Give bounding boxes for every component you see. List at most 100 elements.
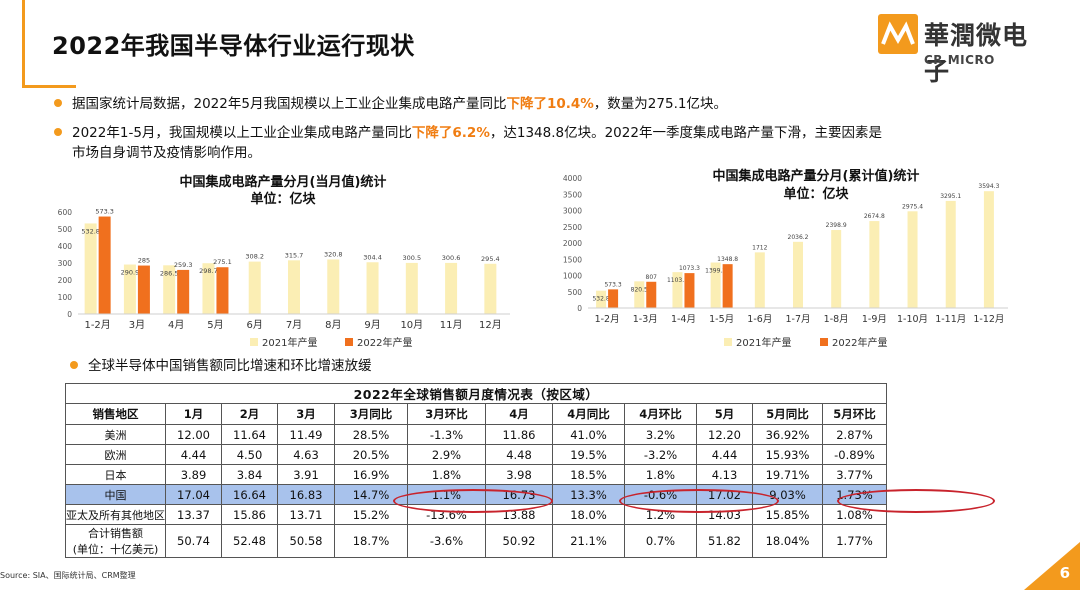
header-cell: 4月同比 <box>552 403 625 425</box>
table-cell: 20.5% <box>334 444 408 465</box>
data-label: 300.5 <box>403 254 422 262</box>
x-tick-label: 1-7月 <box>785 314 810 325</box>
y-tick-label: 4000 <box>563 174 582 183</box>
table-cell: 3.89 <box>165 464 222 485</box>
table-row: 美洲 12.00 11.64 11.49 28.5% -1.3% 11.86 41.0% 3.2… <box>65 424 887 445</box>
bar-2021年产量-5月 <box>202 263 215 314</box>
table-cell: 36.92% <box>752 424 823 445</box>
monthly-output-chart: 中国集成电路产量分月(当月值)统计 单位：亿块 0 100 200 300 400 500… <box>58 174 510 349</box>
total-cell: 1.77% <box>822 524 887 558</box>
header-cell: 3月同比 <box>334 403 408 425</box>
table-cell: 13.71 <box>277 504 335 525</box>
data-label: 2975.4 <box>902 203 923 210</box>
x-tick-label: 1-2月 <box>595 314 620 325</box>
x-tick-label: 1-8月 <box>824 314 849 325</box>
bar-2022年产量-4月 <box>177 269 190 314</box>
bullet-3-text: 全球半导体中国销售额同比增速和环比增速放缓 <box>88 358 372 374</box>
y-tick-label: 1000 <box>563 272 582 281</box>
chart-subtitle: 单位：亿块 <box>250 191 316 207</box>
table-cell: 2.9% <box>407 444 486 465</box>
y-tick-label: 2500 <box>563 223 582 232</box>
y-tick-label: 500 <box>58 225 73 234</box>
data-label: 2398.9 <box>826 222 847 229</box>
title-frame-accent <box>22 0 76 88</box>
x-tick-label: 3月 <box>129 319 145 331</box>
total-cell: 50.92 <box>485 524 553 558</box>
y-tick-label: 600 <box>58 208 73 217</box>
x-tick-label: 1-6月 <box>747 314 772 325</box>
y-tick-label: 500 <box>568 288 583 297</box>
total-label-line2: (单位：十亿美元) <box>72 543 159 556</box>
table-cell: 15.2% <box>334 504 408 525</box>
header-cell: 销售地区 <box>65 403 166 425</box>
y-tick-label: 400 <box>58 242 73 251</box>
total-cell: 18.04% <box>752 524 823 558</box>
total-cell: 51.82 <box>696 524 753 558</box>
y-tick-label: 200 <box>58 276 73 285</box>
x-tick-label: 11月 <box>440 319 463 331</box>
table-cell: 3.77% <box>822 464 887 485</box>
legend-swatch-2021 <box>250 338 258 346</box>
bullet-2: 2022年1-5月，我国规模以上工业企业集成电路产量同比下降了6.2%，达134… <box>54 123 1062 163</box>
table-row: 欧洲 4.44 4.50 4.63 20.5% 2.9% 4.48 19.5% -3.2% 4.4… <box>65 444 887 465</box>
x-axis: 1-2月 3月 4月 5月 6月 7月 8月 9月 10月 11月 12月 <box>78 313 510 331</box>
table-total-row: 合计销售额 (单位：十亿美元) 50.74 52.48 50.58 18.7% -3.6… <box>65 524 887 558</box>
data-label: 1073.3 <box>679 265 700 272</box>
bullet-2-text: 2022年1-5月，我国规模以上工业企业集成电路产量同比 <box>72 125 412 141</box>
chart-title: 中国集成电路产量分月(累计值)统计 <box>713 168 920 184</box>
x-tick-label: 12月 <box>479 319 502 331</box>
table-caption: 2022年全球销售额月度情况表（按区域） <box>65 383 887 404</box>
data-label: 1712 <box>752 244 767 251</box>
data-label: 3295.1 <box>940 193 961 200</box>
total-label: 合计销售额 (单位：十亿美元) <box>65 524 166 558</box>
data-label: 298.7 <box>199 267 218 275</box>
bullet-1-text: 据国家统计局数据，2022年5月我国规模以上工业企业集成电路产量同比 <box>72 96 507 112</box>
data-label: 304.4 <box>363 253 382 261</box>
table-cell: 11.64 <box>221 424 278 445</box>
legend-swatch-2021 <box>724 338 732 346</box>
region-label: 亚太及所有其他地区 <box>65 504 166 525</box>
bars: 532.8 573.3 820.5 807 1103.7 1073.3 1399.2 1348… <box>592 183 1000 308</box>
total-cell: -3.6% <box>407 524 486 558</box>
header-cell: 5月 <box>696 403 753 425</box>
total-cell: 52.48 <box>221 524 278 558</box>
x-tick-label: 10月 <box>400 319 423 331</box>
data-label: 290.9 <box>121 269 140 277</box>
table-cell: 1.8% <box>407 464 486 485</box>
table-cell: 19.5% <box>552 444 625 465</box>
bar-2021年产量-7月 <box>288 260 300 314</box>
bar-2021年产量-1-4月 <box>672 272 683 308</box>
table-cell: 16.9% <box>334 464 408 485</box>
table-cell: 19.71% <box>752 464 823 485</box>
table-cell: 12.00 <box>165 424 222 445</box>
bullet-3: 全球半导体中国销售额同比增速和环比增速放缓 <box>70 356 372 376</box>
y-axis: 0 100 200 300 400 500 600 <box>58 208 73 319</box>
source-note: Source: SIA、国际统计局、CRM整理 <box>0 571 136 580</box>
header-cell: 3月 <box>277 403 335 425</box>
table-cell: 1.8% <box>624 464 697 485</box>
page-title: 2022年我国半导体行业运行现状 <box>52 32 415 60</box>
x-axis: 1-2月 1-3月 1-4月 1-5月 1-6月 1-7月 1-8月 1-9月 1-10月 1-1… <box>588 307 1008 325</box>
total-label-line1: 合计销售额 <box>88 527 143 540</box>
x-tick-label: 1-10月 <box>897 314 928 325</box>
bar-2021年产量-1-8月 <box>831 230 842 308</box>
logo-text-en: CR MICRO <box>924 53 995 67</box>
bullet-2-highlight: 下降了6.2% <box>411 125 490 141</box>
chart-legend: 2021年产量 2022年产量 <box>250 336 412 349</box>
table-cell: 3.91 <box>277 464 335 485</box>
header-cell: 5月同比 <box>752 403 823 425</box>
bullet-1-text-end: ，数量为275.1亿块。 <box>593 96 727 112</box>
data-label: 295.4 <box>481 255 500 263</box>
data-label: 2674.8 <box>864 213 885 220</box>
data-label: 1399.2 <box>705 268 726 275</box>
table-cell: 4.13 <box>696 464 753 485</box>
bar-2021年产量-1-10月 <box>907 211 918 308</box>
corner-decoration <box>1024 542 1080 590</box>
bar-2021年产量-1-12月 <box>983 191 994 308</box>
page-number: 6 <box>1059 564 1070 582</box>
bar-2022年产量-5月 <box>216 267 229 314</box>
total-cell: 21.1% <box>552 524 625 558</box>
x-tick-label: 1-12月 <box>973 314 1004 325</box>
chart-subtitle: 单位：亿块 <box>783 186 849 202</box>
